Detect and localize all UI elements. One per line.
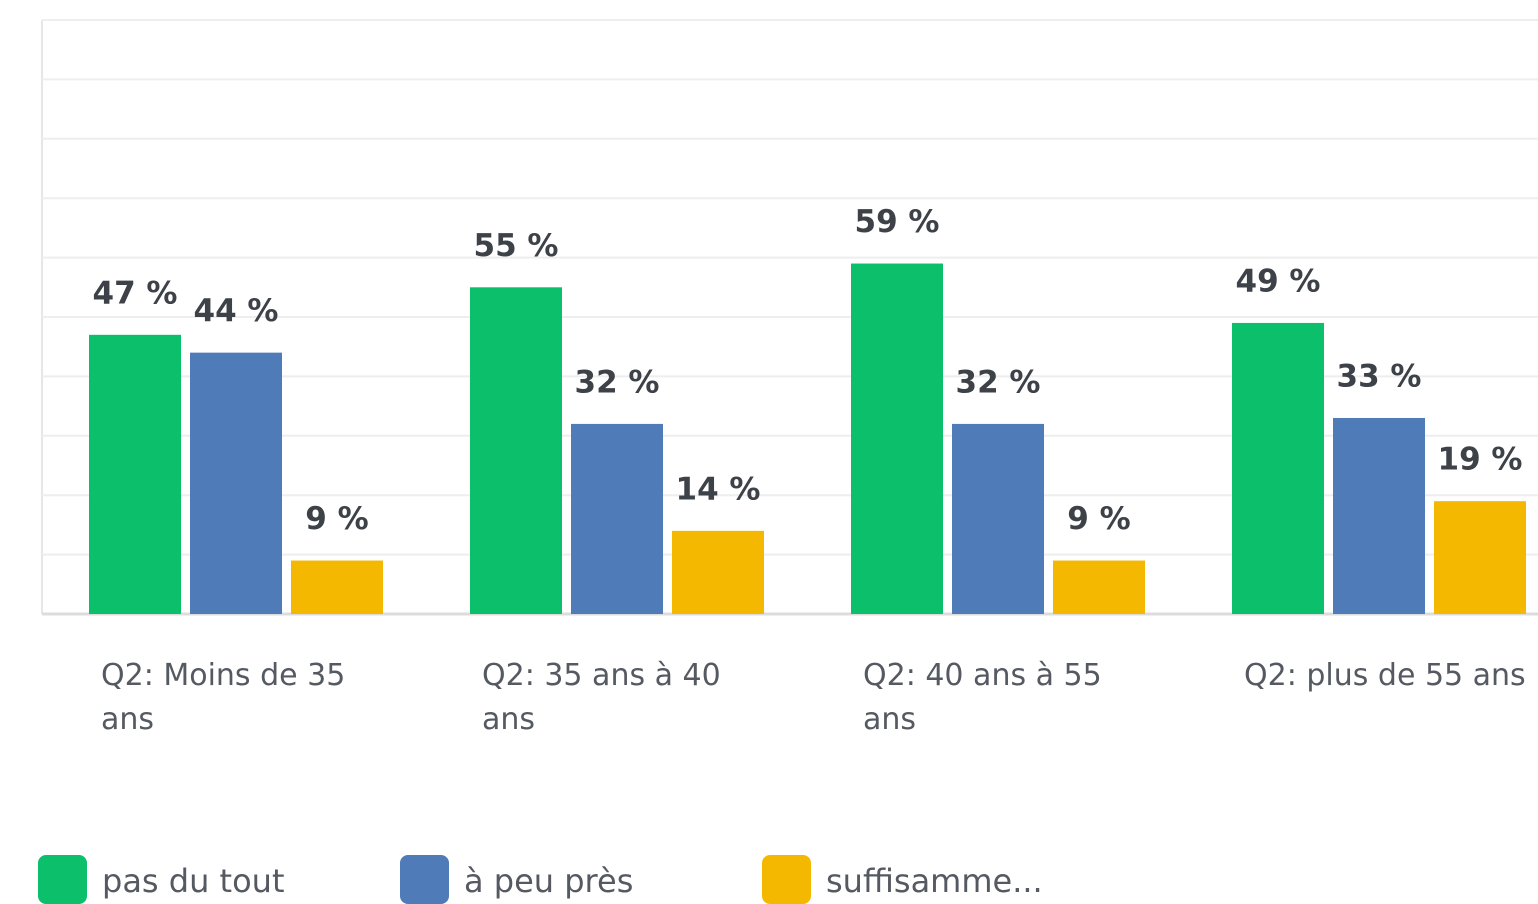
- bar: [1434, 501, 1526, 614]
- bar: [470, 287, 562, 614]
- x-tick-label: Q2: Moins de 35 ans: [101, 658, 346, 737]
- value-label: 9 %: [305, 501, 368, 537]
- legend-label: à peu près: [464, 862, 633, 900]
- x-tick-label: Q2: 35 ans à 40 ans: [482, 658, 721, 737]
- bar: [1333, 417, 1425, 614]
- bar: [89, 334, 181, 614]
- value-label: 59 %: [855, 204, 940, 240]
- bar: [190, 352, 282, 614]
- bar: [291, 560, 383, 614]
- legend-swatch: [38, 855, 87, 904]
- bar: [952, 423, 1044, 614]
- bar: [851, 263, 943, 614]
- value-label: 44 %: [194, 293, 279, 329]
- bar: [1232, 322, 1324, 614]
- value-label: 49 %: [1236, 263, 1321, 299]
- bar: [571, 423, 663, 614]
- x-tick-label: Q2: plus de 55 ans: [1244, 658, 1526, 693]
- value-label: 32 %: [575, 364, 660, 400]
- value-label: 19 %: [1438, 442, 1523, 478]
- value-label: 55 %: [474, 228, 559, 264]
- bar: [672, 530, 764, 614]
- x-tick-label: Q2: 40 ans à 55 ans: [863, 658, 1102, 737]
- legend-label: suffisamme...: [826, 862, 1043, 900]
- value-label: 14 %: [676, 471, 761, 507]
- value-label: 9 %: [1067, 501, 1130, 537]
- legend-swatch: [762, 855, 811, 904]
- value-label: 47 %: [93, 275, 178, 311]
- value-label: 32 %: [956, 364, 1041, 400]
- legend-label: pas du tout: [102, 862, 284, 900]
- bar: [1053, 560, 1145, 614]
- value-label: 33 %: [1337, 358, 1422, 394]
- legend-swatch: [400, 855, 449, 904]
